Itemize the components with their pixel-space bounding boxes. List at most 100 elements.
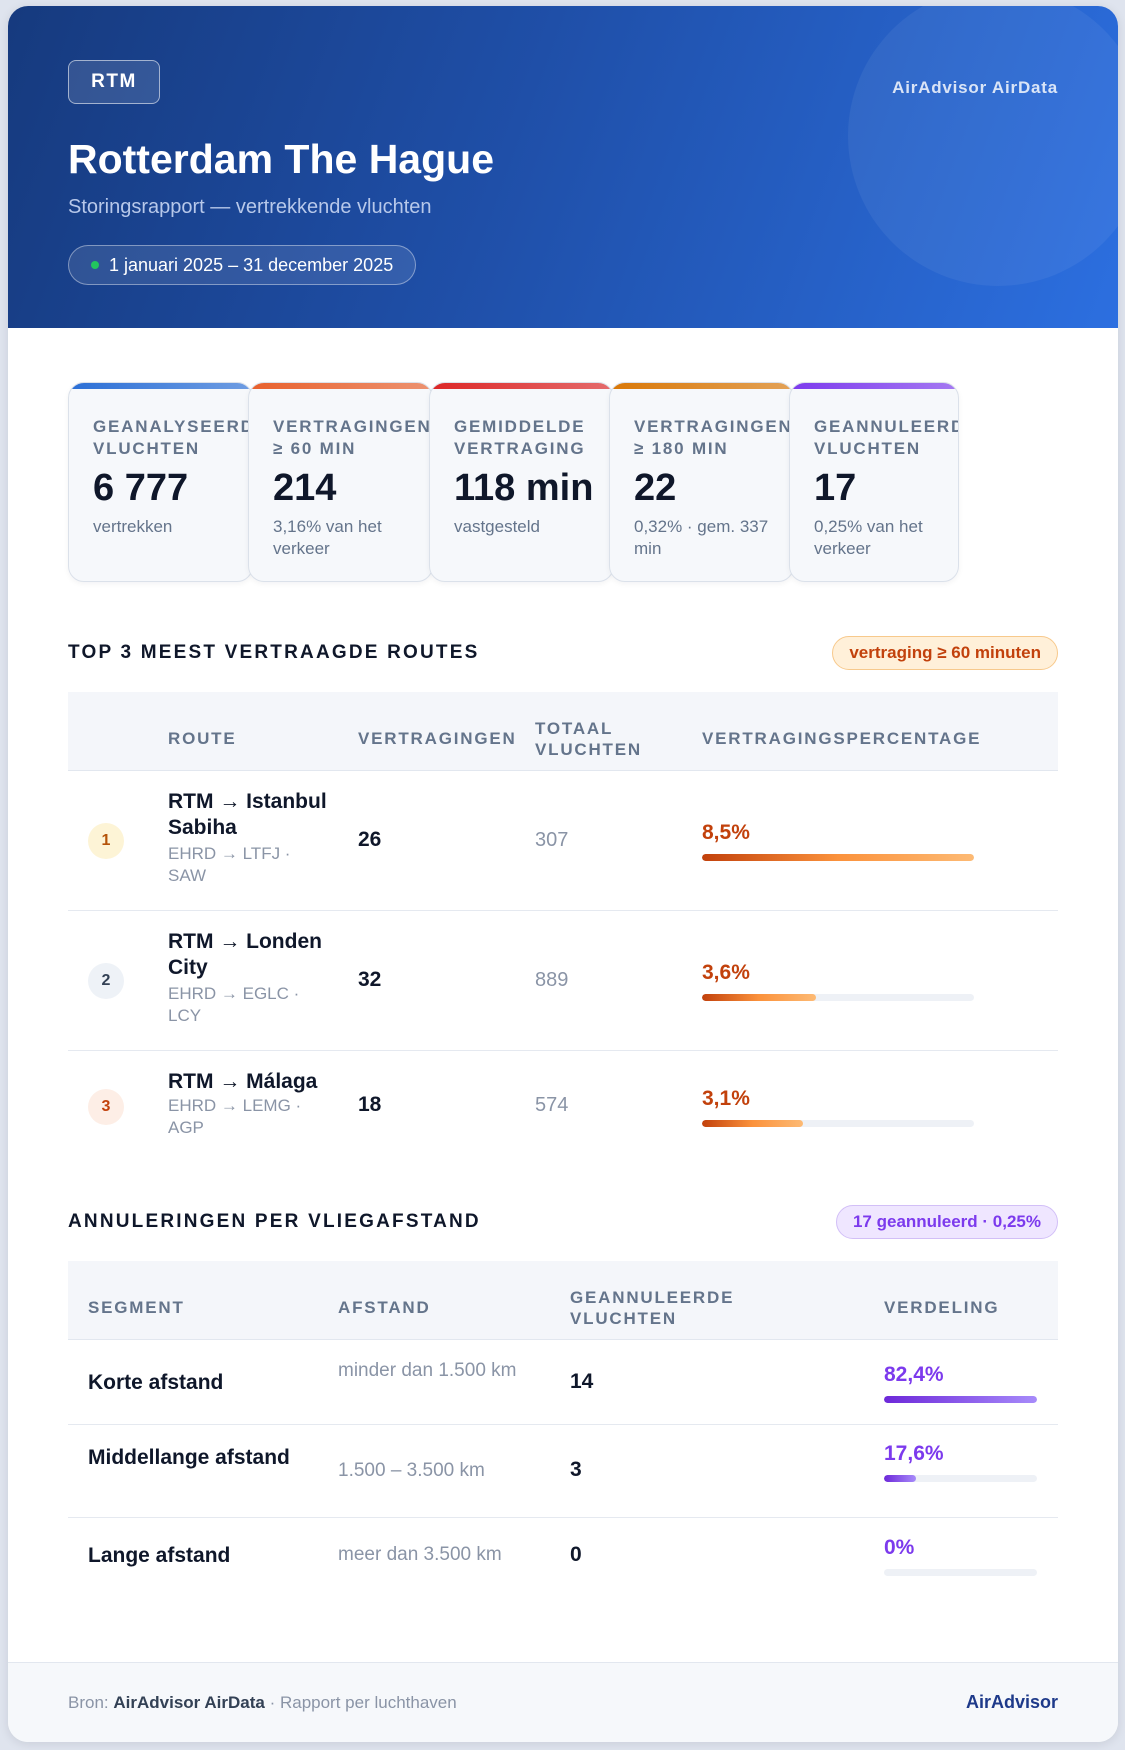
segment-share: 17,6% xyxy=(884,1442,944,1465)
segment-cancelled: 3 xyxy=(570,1458,582,1481)
segment-name: Lange afstand xyxy=(88,1544,231,1567)
route-name: RTM → Londen City xyxy=(168,930,322,979)
kpi-analysed-flights: GEANALYSEERD VLUCHTEN 6 777 vertrekken xyxy=(68,382,253,582)
kpi-accent-bar xyxy=(790,383,958,389)
segment-distance: minder dan 1.500 km xyxy=(338,1360,517,1381)
status-dot-icon xyxy=(91,261,99,269)
route-delays: 26 xyxy=(358,828,382,851)
delay-pct-track xyxy=(702,854,974,861)
delay-pct-fill xyxy=(702,854,974,861)
share-fill xyxy=(884,1475,917,1482)
delay-pct-fill xyxy=(702,1120,803,1127)
route-name: RTM → Istanbul Sabiha xyxy=(168,790,327,839)
kpi-label: GEANNULEERDE VLUCHTEN xyxy=(814,417,958,458)
report-header: RTM AirAdvisor AirData Rotterdam The Hag… xyxy=(8,6,1118,328)
share-track xyxy=(884,1569,1037,1576)
route-delays: 32 xyxy=(358,968,382,991)
kpi-note: vertrekken xyxy=(93,517,173,536)
rank-badge: 2 xyxy=(88,963,124,999)
cancellations-summary-badge: 17 geannuleerd · 0,25% xyxy=(835,1205,1058,1239)
col-delay-pct: VERTRAGINGSPERCENTAGE xyxy=(702,729,982,748)
route-codes: EHRD → EGLC · LCY xyxy=(168,984,300,1025)
routes-table-header: ROUTE VERTRAGINGEN TOTAAL VLUCHTEN VERTR… xyxy=(68,692,1058,771)
kpi-value: 6 777 xyxy=(93,467,189,509)
routes-threshold-badge: vertraging ≥ 60 minuten xyxy=(832,636,1058,670)
brand-label: AirAdvisor AirData xyxy=(892,78,1058,97)
source-prefix: Bron: xyxy=(68,1693,109,1712)
cancellations-table: SEGMENT AFSTAND GEANNULEERDE VLUCHTEN VE… xyxy=(68,1261,1058,1601)
segment-cancelled: 0 xyxy=(570,1543,582,1566)
kpi-label: VERTRAGINGEN ≥ 60 MIN xyxy=(273,417,432,458)
kpi-label: VERTRAGINGEN ≥ 180 MIN xyxy=(634,417,793,458)
kpi-row: GEANALYSEERD VLUCHTEN 6 777 vertrekken V… xyxy=(68,382,1058,582)
kpi-value: 118 min xyxy=(454,467,594,509)
segment-distance: 1.500 – 3.500 km xyxy=(338,1460,485,1481)
kpi-note: vastgesteld xyxy=(454,517,540,536)
kpi-label: GEMIDDELDE VERTRAGING xyxy=(454,417,586,458)
period-pill: 1 januari 2025 – 31 december 2025 xyxy=(68,245,417,285)
route-name: RTM → Málaga xyxy=(168,1070,318,1093)
segment-distance: meer dan 3.500 km xyxy=(338,1544,502,1565)
route-codes: EHRD → LEMG · AGP xyxy=(168,1096,302,1137)
route-delays: 18 xyxy=(358,1093,382,1116)
source-suffix: · Rapport per luchthaven xyxy=(269,1693,457,1712)
route-delay-pct: 3,1% xyxy=(702,1087,750,1110)
routes-section-title: TOP 3 MEEST VERTRAAGDE ROUTES xyxy=(68,642,480,663)
col-delays: VERTRAGINGEN xyxy=(358,729,517,748)
share-track xyxy=(884,1396,1037,1403)
routes-table: ROUTE VERTRAGINGEN TOTAAL VLUCHTEN VERTR… xyxy=(68,692,1058,1142)
col-route: ROUTE xyxy=(168,729,237,748)
table-row: 3 RTM → Málaga EHRD → LEMG · AGP 18 574 … xyxy=(68,1051,1058,1161)
col-distance: AFSTAND xyxy=(338,1298,431,1317)
cancellations-table-header: SEGMENT AFSTAND GEANNULEERDE VLUCHTEN VE… xyxy=(68,1261,1058,1340)
kpi-accent-bar xyxy=(430,383,613,389)
route-total: 889 xyxy=(535,969,569,991)
report-card: RTM AirAdvisor AirData Rotterdam The Hag… xyxy=(8,6,1118,1742)
source-name: AirAdvisor AirData xyxy=(113,1693,265,1712)
period-text: 1 januari 2025 – 31 december 2025 xyxy=(109,254,394,275)
rank-badge: 1 xyxy=(88,823,124,859)
report-footer: Bron: AirAdvisor AirData · Rapport per l… xyxy=(8,1662,1118,1742)
delay-pct-track xyxy=(702,994,974,1001)
share-track xyxy=(884,1475,1037,1482)
col-share: VERDELING xyxy=(884,1298,1000,1317)
table-row: Lange afstand meer dan 3.500 km 0 0% xyxy=(68,1518,1058,1601)
kpi-average-delay: GEMIDDELDE VERTRAGING 118 min vastgestel… xyxy=(429,382,614,582)
segment-share: 82,4% xyxy=(884,1363,944,1386)
rank-badge: 3 xyxy=(88,1089,124,1125)
kpi-value: 214 xyxy=(273,467,337,509)
kpi-accent-bar xyxy=(610,383,793,389)
segment-name: Middellange afstand xyxy=(88,1446,290,1469)
kpi-note: 0,25% van het verkeer xyxy=(814,517,923,558)
airport-code-badge: RTM xyxy=(68,60,160,104)
kpi-cancelled-flights: GEANNULEERDE VLUCHTEN 17 0,25% van het v… xyxy=(789,382,959,582)
cancellations-section-title: ANNULERINGEN PER VLIEGAFSTAND xyxy=(68,1211,481,1232)
route-total: 574 xyxy=(535,1094,569,1116)
header-decoration xyxy=(848,6,1118,286)
kpi-value: 22 xyxy=(634,467,677,509)
report-subtitle: Storingsrapport — vertrekkende vluchten xyxy=(68,196,432,218)
route-delay-pct: 3,6% xyxy=(702,961,750,984)
segment-name: Korte afstand xyxy=(88,1371,224,1394)
table-row: Middellange afstand 1.500 – 3.500 km 3 1… xyxy=(68,1425,1058,1518)
airport-title: Rotterdam The Hague xyxy=(68,136,494,182)
kpi-value: 17 xyxy=(814,467,857,509)
footer-brand: AirAdvisor xyxy=(965,1692,1058,1712)
share-fill xyxy=(884,1396,1037,1403)
route-codes: EHRD → LTFJ · SAW xyxy=(168,844,291,885)
kpi-delays-60: VERTRAGINGEN ≥ 60 MIN 214 3,16% van het … xyxy=(248,382,433,582)
table-row: Korte afstand minder dan 1.500 km 14 82,… xyxy=(68,1340,1058,1425)
delay-pct-track xyxy=(702,1120,974,1127)
segment-cancelled: 14 xyxy=(570,1370,594,1393)
table-row: 2 RTM → Londen City EHRD → EGLC · LCY 32… xyxy=(68,911,1058,1051)
table-row: 1 RTM → Istanbul Sabiha EHRD → LTFJ · SA… xyxy=(68,771,1058,911)
route-total: 307 xyxy=(535,829,569,851)
kpi-accent-bar xyxy=(69,383,252,389)
segment-share: 0% xyxy=(884,1536,915,1559)
route-delay-pct: 8,5% xyxy=(702,821,750,844)
source-line: Bron: AirAdvisor AirData · Rapport per l… xyxy=(68,1693,457,1713)
kpi-delays-180: VERTRAGINGEN ≥ 180 MIN 22 0,32% · gem. 3… xyxy=(609,382,794,582)
kpi-label: GEANALYSEERD VLUCHTEN xyxy=(93,417,253,458)
kpi-note: 3,16% van het verkeer xyxy=(273,517,382,558)
kpi-note: 0,32% · gem. 337 min xyxy=(634,517,769,558)
